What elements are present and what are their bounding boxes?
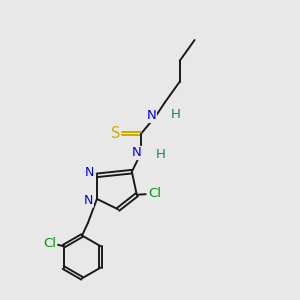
Text: Cl: Cl	[44, 237, 57, 250]
Text: N: N	[84, 194, 93, 207]
Text: N: N	[132, 146, 142, 160]
Text: N: N	[147, 109, 156, 122]
Text: H: H	[170, 108, 180, 121]
Text: S: S	[111, 126, 121, 141]
Text: H: H	[155, 148, 165, 161]
Text: N: N	[85, 167, 94, 179]
Text: Cl: Cl	[148, 187, 161, 200]
